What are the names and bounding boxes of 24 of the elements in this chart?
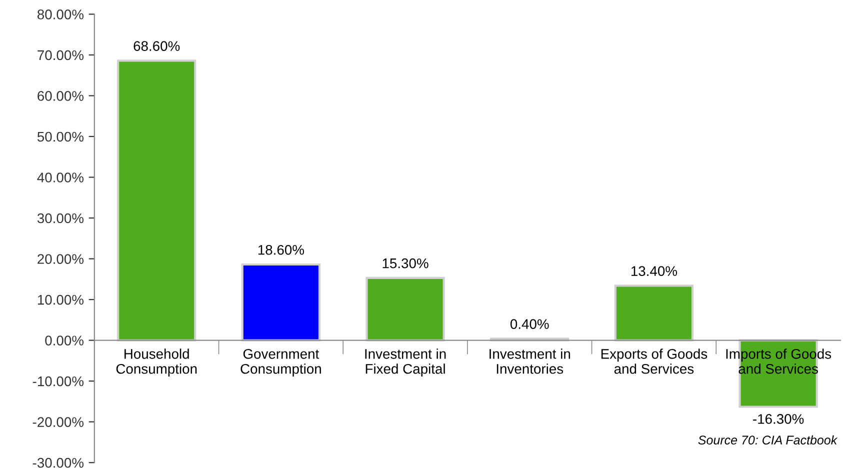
y-tick-label: 80.00% <box>38 10 84 20</box>
data-label: 15.30% <box>382 258 428 268</box>
y-tick-label: -30.00% <box>32 458 84 468</box>
y-tick-label: 20.00% <box>38 254 84 264</box>
x-tick-label: Government Consumption <box>240 349 321 377</box>
y-tick-label: 40.00% <box>37 172 84 182</box>
annotation: Source 70: CIA Factbook <box>698 435 838 445</box>
y-tick-label: 10.00% <box>38 294 84 305</box>
y-tick-label: 70.00% <box>38 50 84 60</box>
x-tick-label: Investment in Fixed Capital <box>365 348 446 377</box>
x-tick-label: Investment in Inventories <box>490 348 570 374</box>
y-tick-label: -20.00% <box>32 417 84 427</box>
y-tick-label: -10.00% <box>32 376 84 386</box>
y-tick-label: 0.00% <box>45 336 84 346</box>
data-label: 68.60% <box>134 41 180 51</box>
data-label: -16.30% <box>753 414 804 424</box>
y-tick-label: 30.00% <box>37 213 84 224</box>
y-tick-label: 50.00% <box>37 132 84 142</box>
data-label: 0.40% <box>510 319 549 329</box>
data-label: 13.40% <box>631 266 678 276</box>
y-tick-label: 60.00% <box>38 91 84 101</box>
x-tick-label: Household Consumption <box>116 348 197 377</box>
data-label: 18.60% <box>258 244 304 255</box>
x-tick-label: Exports of Goods and Services <box>601 348 708 374</box>
